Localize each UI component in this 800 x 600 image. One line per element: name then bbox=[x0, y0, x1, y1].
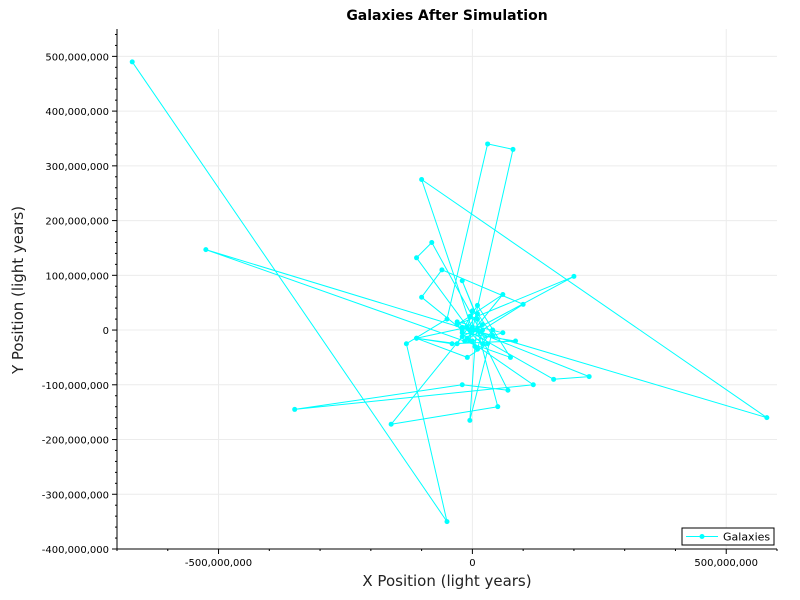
galaxy-point bbox=[551, 376, 557, 382]
galaxy-point bbox=[507, 354, 513, 360]
galaxy-point bbox=[474, 316, 480, 322]
y-tick-label: 100,000,000 bbox=[45, 271, 109, 282]
galaxy-point bbox=[414, 335, 420, 341]
galaxy-point bbox=[474, 311, 480, 317]
galaxy-point bbox=[467, 313, 473, 319]
galaxy-point bbox=[480, 341, 486, 347]
galaxy-point bbox=[472, 343, 478, 349]
chart-title: Galaxies After Simulation bbox=[346, 8, 548, 24]
galaxy-point bbox=[586, 374, 592, 380]
series-line-galaxies bbox=[131, 61, 768, 523]
galaxy-point bbox=[571, 273, 577, 279]
plot-area bbox=[117, 29, 777, 549]
galaxy-point bbox=[439, 267, 445, 273]
x-tick-label: 0 bbox=[469, 558, 475, 569]
galaxy-point bbox=[464, 335, 470, 341]
grid bbox=[117, 29, 777, 550]
legend-marker bbox=[699, 534, 705, 539]
y-tick-label: -300,000,000 bbox=[42, 490, 109, 501]
galaxy-point bbox=[459, 334, 465, 340]
y-tick-label: 300,000,000 bbox=[45, 162, 109, 173]
galaxy-point bbox=[500, 291, 506, 297]
galaxy-point bbox=[480, 327, 486, 333]
series-layer bbox=[129, 59, 770, 525]
galaxy-point bbox=[485, 141, 491, 147]
galaxy-point bbox=[513, 338, 519, 344]
galaxy-point bbox=[419, 177, 425, 183]
y-tick-label: 400,000,000 bbox=[45, 107, 109, 118]
galaxy-point bbox=[429, 239, 435, 245]
galaxy-point bbox=[292, 406, 298, 412]
galaxy-point bbox=[414, 255, 420, 261]
y-tick-label: -100,000,000 bbox=[42, 381, 109, 392]
galaxy-point bbox=[490, 333, 496, 339]
galaxy-point bbox=[403, 341, 409, 347]
y-tick-label: 200,000,000 bbox=[45, 217, 109, 228]
galaxy-point bbox=[469, 327, 475, 333]
galaxy-point bbox=[480, 322, 486, 328]
galaxy-point bbox=[459, 278, 465, 284]
x-tick-label: -500,000,000 bbox=[185, 558, 252, 569]
galaxy-point bbox=[500, 330, 506, 336]
galaxy-point bbox=[388, 421, 394, 427]
galaxy-point bbox=[454, 341, 460, 347]
galaxy-point bbox=[530, 382, 536, 388]
galaxy-point bbox=[505, 387, 511, 393]
galaxy-point bbox=[467, 417, 473, 423]
legend-label: Galaxies bbox=[723, 531, 770, 544]
y-tick-label: -400,000,000 bbox=[42, 545, 109, 556]
galaxy-point bbox=[464, 354, 470, 360]
x-axis-label: X Position (light years) bbox=[362, 572, 532, 590]
x-tick-label: 500,000,000 bbox=[694, 558, 758, 569]
galaxy-point bbox=[444, 519, 450, 525]
y-tick-label: -200,000,000 bbox=[42, 436, 109, 447]
galaxy-point bbox=[454, 319, 460, 325]
legend-box bbox=[681, 527, 775, 546]
galaxy-point bbox=[764, 415, 770, 421]
y-tick-label: 0 bbox=[103, 326, 109, 337]
galaxy-point bbox=[474, 302, 480, 308]
galaxy-point bbox=[203, 247, 209, 253]
y-tick-label: 500,000,000 bbox=[45, 52, 109, 63]
galaxy-point bbox=[495, 404, 501, 410]
legend[interactable]: Galaxies bbox=[681, 527, 775, 546]
galaxy-point bbox=[485, 341, 491, 347]
galaxy-point bbox=[444, 316, 450, 322]
galaxy-point bbox=[474, 327, 480, 333]
galaxy-point bbox=[449, 341, 455, 347]
galaxy-point bbox=[469, 308, 475, 314]
galaxy-point bbox=[520, 301, 526, 307]
galaxy-point bbox=[419, 294, 425, 300]
galaxy-point bbox=[459, 382, 465, 388]
axes: 500,000,000 400,000,000 300,000,000 200,000… bbox=[42, 29, 778, 569]
galaxy-point bbox=[469, 338, 475, 344]
galaxy-point bbox=[129, 59, 135, 65]
galaxy-point bbox=[459, 330, 465, 336]
galaxy-point bbox=[490, 327, 496, 333]
galaxy-point bbox=[510, 146, 516, 152]
